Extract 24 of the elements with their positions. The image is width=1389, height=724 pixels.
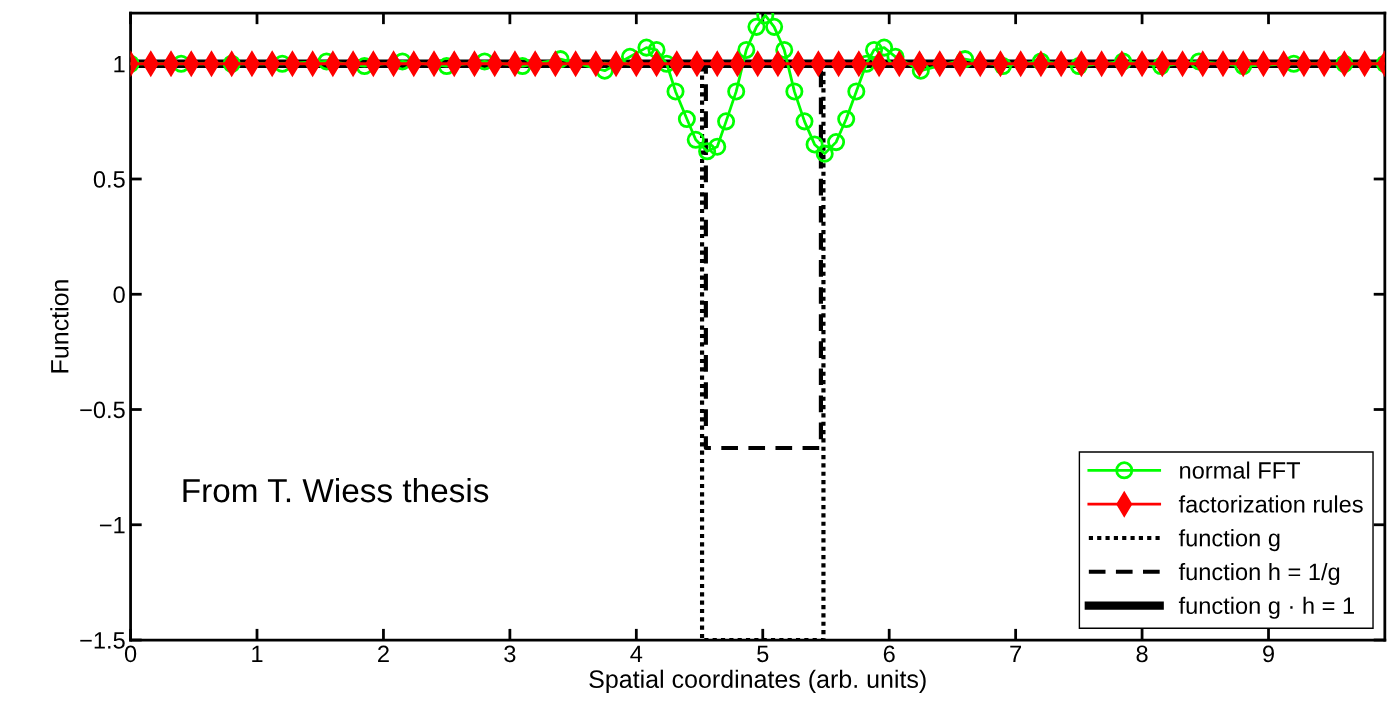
x-tick-label: 3 — [504, 645, 516, 663]
x-tick-label: 8 — [1136, 645, 1148, 663]
y-axis-title: Function — [50, 280, 69, 373]
x-tick-label: 1 — [252, 645, 263, 662]
x-tick-label: 4 — [630, 645, 643, 662]
annotation: From T. Wiess thesis — [183, 477, 489, 503]
y-tick-label: 0.5 — [93, 171, 125, 188]
y-tick-label: 0 — [113, 286, 125, 304]
x-axis-title: Spatial coordinates (arb. units) — [589, 669, 926, 693]
legend-label: function g — [1178, 529, 1280, 552]
x-tick-label: 7 — [1010, 645, 1022, 662]
x-tick-label: 5 — [757, 645, 769, 663]
x-tick-label: 6 — [883, 645, 895, 663]
x-tick-label: 0 — [124, 645, 137, 663]
x-tick-label: 2 — [378, 645, 389, 662]
y-tick-label: −1.5 — [80, 632, 125, 649]
legend-label: function g · h = 1 — [1178, 596, 1354, 619]
y-tick-label: −1 — [99, 517, 125, 534]
legend-label: function h = 1/g — [1178, 562, 1340, 585]
legend-label: factorization rules — [1178, 495, 1363, 513]
y-tick-label: 1 — [114, 56, 125, 73]
y-tick-label: −0.5 — [80, 401, 125, 419]
legend-label: normal FFT — [1180, 461, 1301, 479]
x-tick-label: 9 — [1263, 645, 1274, 663]
